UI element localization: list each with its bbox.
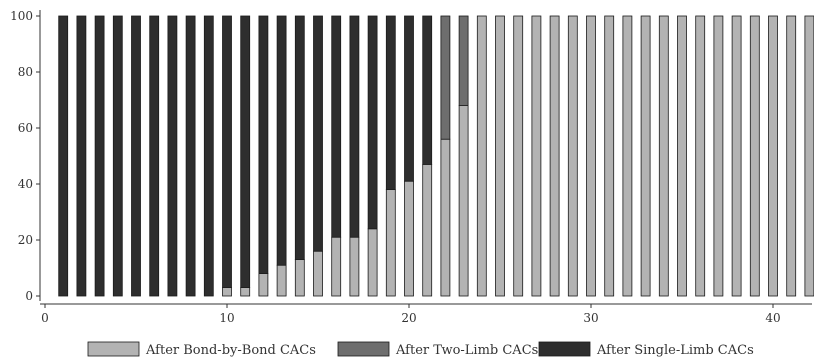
x-tick-label: 30 (583, 311, 598, 325)
bar-segment-3-x16 (331, 15, 342, 238)
bar-segment-3-x14 (294, 15, 305, 261)
bar-segment-3-x6 (149, 15, 160, 297)
x-tick-label: 20 (401, 311, 416, 325)
bar-segment-1-x21 (422, 163, 433, 297)
bar-segment-1-x23 (458, 105, 469, 297)
bar-segment-1-x40 (768, 15, 778, 297)
x-tick-label: 40 (765, 311, 780, 325)
bar-segment-1-x29 (567, 15, 578, 297)
y-tick-label: 80 (18, 65, 33, 79)
bar-segment-1-x20 (404, 180, 414, 297)
legend-label-2: After Two-Limb CACs (395, 343, 538, 357)
bar-segment-3-x11 (240, 15, 251, 289)
bar-segment-2-x22 (440, 15, 451, 140)
bar-segment-3-x21 (422, 15, 433, 165)
bar-segment-3-x2 (76, 15, 87, 297)
bar-segment-1-x28 (549, 15, 560, 297)
bar-segment-1-x30 (586, 15, 596, 297)
bar-segment-1-x13 (276, 264, 287, 297)
bar-segment-1-x17 (349, 236, 360, 297)
bar-segment-1-x19 (385, 189, 396, 297)
bar-segment-1-x15 (313, 250, 323, 297)
bar-segment-1-x18 (367, 228, 378, 297)
legend-label-1: After Bond-by-Bond CACs (145, 343, 316, 357)
bar-segment-1-x39 (749, 15, 760, 297)
bar-segment-3-x9 (203, 15, 214, 297)
bar-segment-1-x26 (513, 15, 524, 297)
legend-swatch-3 (538, 341, 591, 357)
y-tick-label: 100 (10, 9, 33, 23)
bar-segment-1-x38 (731, 15, 742, 297)
bar-segment-1-x32 (622, 15, 633, 297)
x-tick-label: 0 (41, 311, 49, 325)
bar-segment-1-x10 (222, 287, 232, 297)
bar-segment-1-x12 (258, 273, 269, 297)
y-tick-label: 60 (18, 121, 33, 135)
bar-segment-3-x7 (167, 15, 178, 297)
bar-segment-3-x5 (131, 15, 141, 297)
bar-segment-3-x8 (185, 15, 196, 297)
bar-segment-1-x16 (331, 236, 342, 297)
bar-segment-3-x10 (222, 15, 232, 289)
bar-segment-3-x1 (58, 15, 69, 297)
bar-segment-1-x34 (658, 15, 669, 297)
y-tick-label: 40 (18, 177, 33, 191)
bar-segment-3-x15 (313, 15, 323, 252)
y-tick-label: 0 (25, 289, 33, 303)
bar-segment-3-x17 (349, 15, 360, 238)
bar-segment-3-x3 (94, 15, 105, 297)
bar-segment-3-x4 (112, 15, 123, 297)
legend-label-3: After Single-Limb CACs (596, 343, 754, 357)
bar-segment-1-x42 (804, 15, 814, 297)
bar-segment-1-x27 (531, 15, 542, 297)
bar-segment-1-x22 (440, 138, 451, 297)
legend-swatch-2 (337, 341, 390, 357)
bar-segment-1-x11 (240, 287, 251, 297)
x-tick-label: 10 (219, 311, 234, 325)
bar-segment-1-x41 (786, 15, 797, 297)
bar-segment-1-x31 (604, 15, 615, 297)
bar-segment-1-x36 (695, 15, 706, 297)
bar-segment-3-x13 (276, 15, 287, 266)
bar-segment-3-x20 (404, 15, 414, 182)
bar-segment-1-x25 (495, 15, 505, 297)
bars (58, 15, 814, 297)
bar-segment-1-x14 (294, 259, 305, 297)
y-tick-label: 20 (18, 233, 33, 247)
bar-segment-3-x19 (385, 15, 396, 191)
bar-segment-3-x12 (258, 15, 269, 275)
bar-segment-1-x24 (476, 15, 487, 297)
legend: After Bond-by-Bond CACs After Two-Limb CA… (87, 341, 754, 358)
bar-segment-1-x33 (640, 15, 651, 297)
bar-segment-1-x37 (713, 15, 724, 297)
axes: 0 20 40 60 80 100 0 10 20 30 40 (10, 9, 812, 325)
bar-segment-1-x35 (677, 15, 687, 297)
bar-segment-3-x18 (367, 15, 378, 230)
bar-segment-2-x23 (458, 15, 469, 106)
legend-swatch-1 (87, 341, 140, 357)
